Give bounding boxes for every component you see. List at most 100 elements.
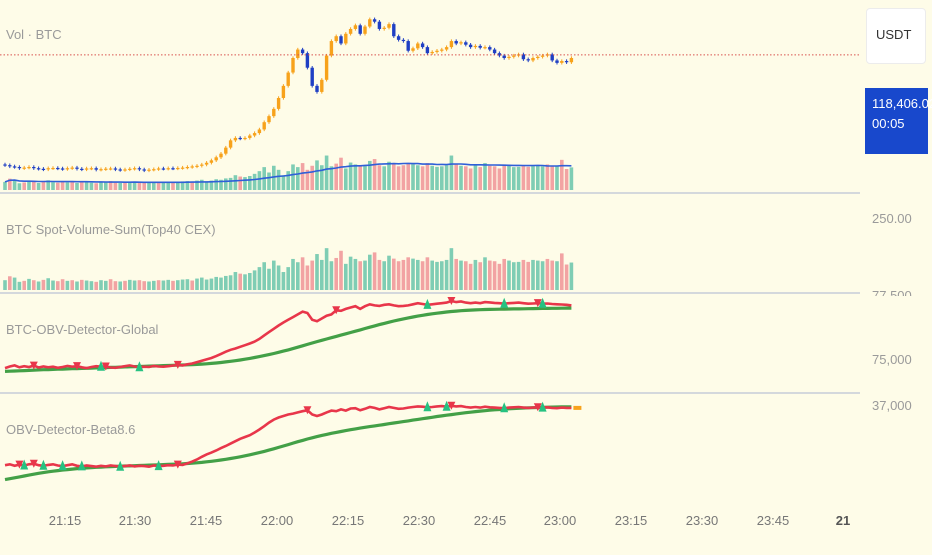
overlay-volume-bar	[310, 165, 314, 190]
obv-global-axis-label: 75,000	[872, 352, 912, 367]
overlay-volume-bar	[329, 166, 334, 190]
candle-body	[377, 21, 382, 29]
volume-bar	[272, 260, 276, 290]
overlay-volume-bar	[464, 166, 468, 190]
volume-bar	[459, 260, 463, 290]
volume-bar	[248, 273, 252, 290]
volume-bar	[512, 262, 516, 290]
candle-body	[89, 168, 94, 170]
candle-body	[200, 164, 204, 166]
volume-bar	[17, 281, 22, 290]
volume-bar	[51, 280, 55, 290]
candle-body	[353, 25, 358, 29]
overlay-volume-bar	[569, 167, 574, 190]
volume-bar	[233, 272, 238, 290]
overlay-volume-bar	[339, 157, 343, 190]
volume-bar	[3, 280, 7, 290]
volume-bar	[118, 281, 122, 290]
volume-bar	[401, 259, 406, 290]
volume-bar	[358, 261, 362, 290]
overlay-volume-bar	[497, 168, 502, 190]
candle-body	[411, 48, 415, 51]
sell-signal-marker	[303, 406, 312, 415]
volume-bar	[483, 257, 487, 290]
obv-ma-line	[4, 405, 572, 482]
overlay-volume-bar	[430, 165, 434, 190]
candle-body	[12, 166, 17, 168]
overlay-volume-bar	[195, 180, 199, 190]
buy-signal-marker	[20, 459, 29, 470]
currency-selector[interactable]: USDT	[866, 8, 926, 64]
overlay-volume-bar	[252, 173, 257, 190]
last-price-tag: 118,406.02 00:05	[865, 88, 932, 154]
obv-line	[4, 404, 572, 469]
volume-bar	[252, 270, 257, 290]
candle-body	[401, 39, 406, 42]
volume-bar	[41, 279, 46, 290]
volume-bar	[416, 259, 420, 290]
overlay-volume-bar	[516, 166, 521, 190]
volume-bar	[296, 262, 300, 290]
sell-signal-marker	[533, 299, 542, 308]
candle-body	[176, 167, 180, 170]
overlay-volume-bar	[89, 182, 94, 190]
overlay-volume-bar	[334, 163, 338, 190]
volume-bar	[8, 276, 12, 290]
candle-body	[108, 168, 113, 170]
candle-body	[99, 169, 103, 171]
overlay-volume-bar	[104, 182, 108, 190]
candle-body	[185, 166, 190, 169]
candle-body	[209, 160, 214, 163]
candle-body	[137, 168, 142, 170]
buy-signal-marker	[538, 401, 547, 412]
volume-bar	[228, 275, 233, 290]
time-axis-label: 22:00	[260, 513, 294, 528]
overlay-volume-bar	[449, 155, 454, 190]
volume-bar	[80, 279, 84, 290]
volume-bar	[276, 265, 281, 290]
overlay-volume-bar	[209, 180, 214, 190]
overlay-volume-bar	[344, 168, 348, 190]
volume-bar	[464, 261, 468, 290]
candle-body	[17, 166, 22, 169]
sell-signal-marker	[332, 306, 341, 315]
volume-bar	[339, 250, 343, 290]
overlay-volume-bar	[320, 165, 324, 190]
volume-bar	[521, 259, 526, 290]
buy-signal-marker	[135, 361, 144, 372]
volume-axis-label: 250.00	[872, 211, 912, 226]
overlay-volume-bar	[392, 164, 396, 190]
volume-bar	[75, 281, 79, 290]
overlay-volume-bar	[8, 178, 12, 190]
overlay-volume-bar	[382, 166, 386, 190]
overlay-volume-bar	[156, 181, 161, 190]
candle-body	[94, 168, 98, 170]
overlay-volume-bar	[444, 165, 449, 190]
volume-bar	[363, 260, 367, 290]
buy-signal-marker	[500, 402, 509, 413]
volume-bar	[368, 254, 372, 290]
candle-body	[521, 54, 526, 60]
overlay-volume-bar	[132, 182, 137, 190]
candle-body	[507, 56, 511, 59]
time-axis-label: 21:15	[48, 513, 82, 528]
obv-ma-line	[4, 306, 572, 373]
volume-bar	[281, 272, 286, 290]
overlay-volume-bar	[176, 181, 180, 190]
volume-bar	[550, 260, 554, 290]
volume-bar	[214, 276, 218, 290]
overlay-volume-bar	[257, 171, 262, 190]
overlay-volume-bar	[243, 177, 247, 190]
volume-bar	[22, 280, 26, 290]
overlay-volume-bar	[219, 179, 223, 190]
candle-body	[224, 147, 228, 154]
buy-signal-marker	[39, 459, 48, 470]
overlay-volume-bar	[507, 165, 511, 190]
volume-bar	[348, 256, 353, 290]
overlay-volume-bar	[123, 182, 127, 190]
volume-bar	[334, 257, 338, 290]
candle-body	[161, 168, 166, 170]
overlay-volume-bar	[147, 183, 151, 190]
